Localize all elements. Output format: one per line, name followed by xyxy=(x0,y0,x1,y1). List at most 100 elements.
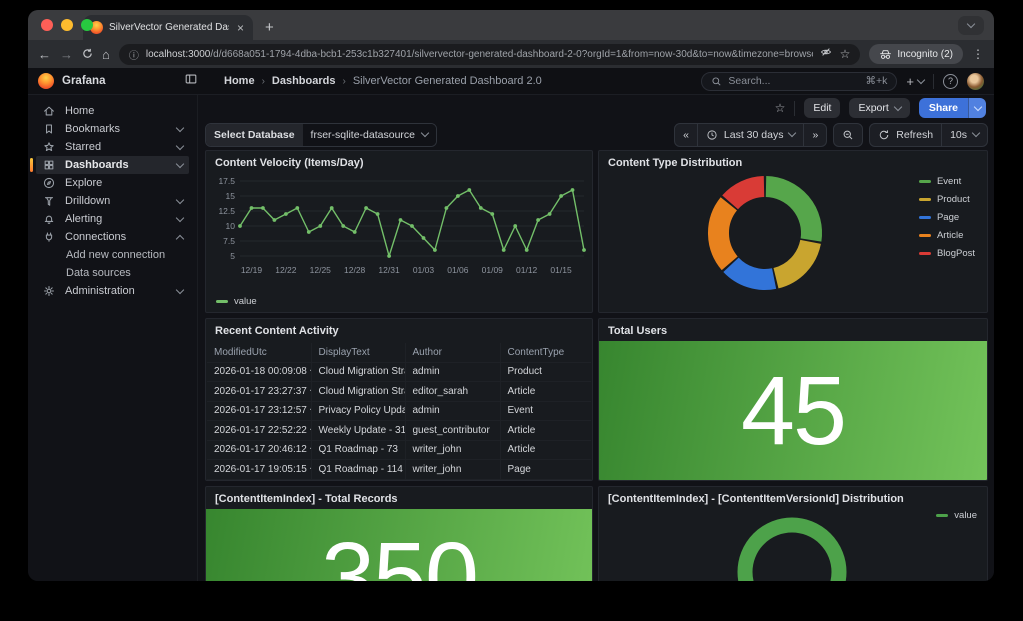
share-button[interactable]: Share xyxy=(918,98,986,118)
column-header[interactable]: ContentType xyxy=(500,343,591,363)
panel-title[interactable]: Total Users xyxy=(608,325,668,337)
breadcrumb-item[interactable]: Dashboards xyxy=(271,75,336,87)
user-avatar[interactable] xyxy=(967,72,984,90)
new-tab-button[interactable]: + xyxy=(265,19,274,36)
legend-item-event[interactable]: Event xyxy=(918,176,961,187)
sidebar-item-label: Starred xyxy=(65,141,102,153)
donut-slice-article[interactable] xyxy=(707,197,739,271)
bookmark-star-icon[interactable]: ☆ xyxy=(839,47,851,61)
sidebar-item-administration[interactable]: Administration xyxy=(36,282,189,300)
favorite-dashboard-button[interactable]: ☆ xyxy=(774,101,786,115)
close-window-button[interactable] xyxy=(41,19,53,31)
sidebar-item-starred[interactable]: Starred xyxy=(36,138,189,156)
edit-button[interactable]: Edit xyxy=(804,98,841,118)
donut-slice-page[interactable] xyxy=(723,257,777,290)
legend-item-blogpost[interactable]: BlogPost xyxy=(918,248,975,259)
panel-title[interactable]: Recent Content Activity xyxy=(215,325,339,337)
table-header-row: ModifiedUtc DisplayText Author ContentType xyxy=(207,343,591,363)
legend-item-article[interactable]: Article xyxy=(918,230,964,241)
sidebar-item-drilldown[interactable]: Drilldown xyxy=(36,192,189,210)
sidebar-item-dashboards[interactable]: Dashboards xyxy=(30,156,189,174)
site-info-icon[interactable]: ⓘ xyxy=(128,50,139,62)
svg-text:01/15: 01/15 xyxy=(550,265,572,275)
minimize-window-button[interactable] xyxy=(61,19,73,31)
url-path: /d/d668a051-1794-4dba-bcb1-253c1b327401/… xyxy=(210,48,812,60)
zoom-out-time-button[interactable] xyxy=(834,124,862,146)
sidebar-item-home[interactable]: Home xyxy=(36,102,189,120)
time-shift-back-button[interactable]: « xyxy=(683,128,689,141)
search-placeholder: Search... xyxy=(728,75,771,87)
sidebar-item-bookmarks[interactable]: Bookmarks xyxy=(36,120,189,138)
tab-close-icon[interactable]: × xyxy=(236,20,244,35)
svg-text:01/03: 01/03 xyxy=(413,265,435,275)
sidebar-item-label: Explore xyxy=(65,177,103,189)
panel-title[interactable]: Content Type Distribution xyxy=(608,157,743,169)
panel-recent-content-activity: Recent Content Activity ModifiedUtc Displ… xyxy=(205,318,593,481)
column-header[interactable]: DisplayText xyxy=(311,343,406,363)
table-row: 2026-01-17 23:27:37 +0 Cloud Migration St… xyxy=(207,381,591,402)
chevron-down-icon xyxy=(971,128,981,138)
breadcrumb-item[interactable]: Home xyxy=(224,75,255,87)
url-text: localhost:3000/d/d668a051-1794-4dba-bcb1… xyxy=(146,49,813,60)
sidebar-item-label: Drilldown xyxy=(65,195,111,207)
variable-value: frser-sqlite-datasource xyxy=(310,128,416,141)
reload-button[interactable] xyxy=(82,48,93,61)
datasource-variable[interactable]: Select Database frser-sqlite-datasource xyxy=(205,122,438,147)
sidebar-item-connections[interactable]: Connections xyxy=(36,228,189,246)
sidebar-item-explore[interactable]: Explore xyxy=(36,174,189,192)
sidebar-item-data-sources[interactable]: Data sources xyxy=(36,264,189,282)
svg-text:15: 15 xyxy=(226,191,236,201)
refresh-interval-picker[interactable]: 10s xyxy=(941,123,987,146)
time-range-label: Last 30 days xyxy=(723,128,784,141)
search-input[interactable]: Search... ⌘+k xyxy=(701,71,898,91)
legend-label: value xyxy=(954,510,977,521)
donut-slice-blogpost[interactable] xyxy=(722,176,765,210)
forward-button[interactable]: → xyxy=(60,46,73,62)
column-header[interactable]: ModifiedUtc xyxy=(207,343,312,363)
donut-slice-product[interactable] xyxy=(772,239,821,289)
legend-label: Article xyxy=(936,230,964,241)
browser-tab[interactable]: SilverVector Generated Dash × xyxy=(83,15,253,40)
new-button[interactable]: + xyxy=(906,74,926,89)
url-bar[interactable]: ⓘ localhost:3000/d/d668a051-1794-4dba-bc… xyxy=(118,43,861,65)
breadcrumb-item: SilverVector Generated Dashboard 2.0 xyxy=(352,75,542,87)
legend-swatch xyxy=(918,234,931,237)
tab-search-button[interactable] xyxy=(958,16,984,35)
legend-item-product[interactable]: Product xyxy=(918,194,970,205)
panel-title[interactable]: [ContentItemIndex] - Total Records xyxy=(215,493,398,505)
legend-label: BlogPost xyxy=(936,248,975,259)
table-row: 2026-01-17 20:46:12 +0 Q1 Roadmap - 73 wri… xyxy=(207,440,591,460)
share-menu-button[interactable] xyxy=(968,98,986,118)
panel-title[interactable]: Content Velocity (Items/Day) xyxy=(215,157,364,169)
sidebar-item-alerting[interactable]: Alerting xyxy=(36,210,189,228)
svg-text:7.5: 7.5 xyxy=(223,236,235,246)
legend-item-page[interactable]: Page xyxy=(918,212,959,223)
table-row: 2026-01-18 00:09:08 +0 Cloud Migration St… xyxy=(207,362,591,382)
bell-icon xyxy=(44,215,54,224)
chart-legend[interactable]: value xyxy=(216,296,257,307)
export-button[interactable]: Export xyxy=(849,98,910,118)
chart-legend[interactable]: value xyxy=(936,510,977,521)
svg-text:12/22: 12/22 xyxy=(275,265,297,275)
help-button[interactable]: ? xyxy=(943,73,958,89)
back-button[interactable]: ← xyxy=(38,46,51,62)
dashboard-actions: ☆ Edit Export Share xyxy=(198,95,994,119)
refresh-button[interactable]: Refresh xyxy=(870,124,941,146)
table-cell: admin xyxy=(405,401,501,421)
clock-icon xyxy=(707,129,717,140)
sidebar-item-label: Dashboards xyxy=(65,159,129,171)
sidebar-item-add-new-connection[interactable]: Add new connection xyxy=(36,246,189,264)
time-shift-forward-button[interactable]: » xyxy=(803,123,826,146)
donut-slice-event[interactable] xyxy=(765,176,823,242)
zoom-window-button[interactable] xyxy=(81,19,93,31)
table-cell: Page xyxy=(500,459,591,480)
browser-menu-button[interactable]: ⋮ xyxy=(972,47,984,61)
chevron-down-icon xyxy=(175,213,185,222)
panel-title[interactable]: [ContentItemIndex] - [ContentItemVersion… xyxy=(608,493,904,505)
eye-off-icon[interactable] xyxy=(820,45,832,63)
column-header[interactable]: Author xyxy=(405,343,501,363)
mega-menu-toggle-button[interactable] xyxy=(184,72,198,91)
home-button[interactable]: ⌂ xyxy=(102,46,110,62)
sidebar-item-label: Administration xyxy=(65,285,135,297)
time-range-picker[interactable]: Last 30 days xyxy=(696,123,804,146)
